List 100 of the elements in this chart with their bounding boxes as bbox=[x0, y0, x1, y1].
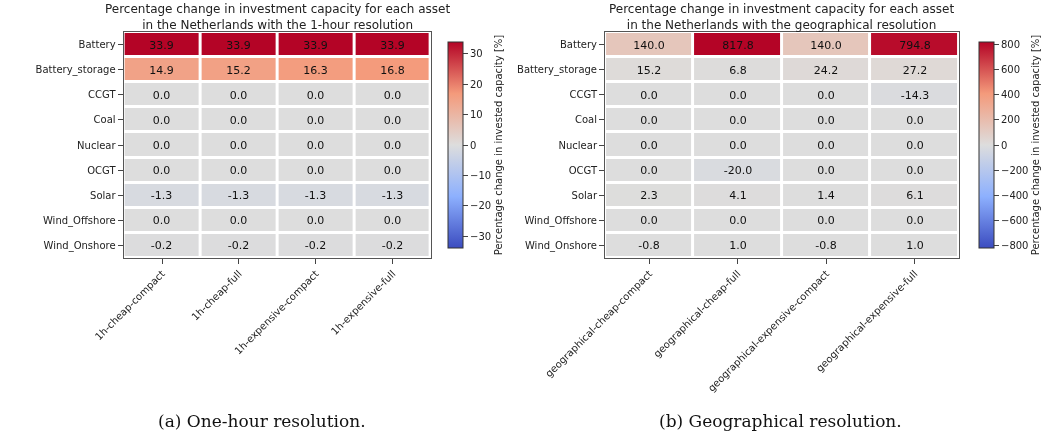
data-label: 0.0 bbox=[817, 213, 835, 227]
color-bar-label: 20 bbox=[470, 78, 483, 90]
color-bar-label: 400 bbox=[1001, 89, 1021, 101]
data-label: 0.0 bbox=[640, 163, 658, 177]
data-label: 15.2 bbox=[636, 63, 662, 77]
data-label: 0.0 bbox=[306, 213, 325, 227]
data-label: 140.0 bbox=[633, 38, 665, 52]
data-label: -1.3 bbox=[304, 188, 327, 202]
data-label: 0.0 bbox=[817, 88, 835, 102]
color-bar-label: 30 bbox=[470, 48, 483, 60]
y-tick-label: Solar bbox=[90, 189, 117, 201]
y-tick-label: CCGT bbox=[569, 89, 598, 101]
y-tick-label: Coal bbox=[93, 114, 116, 126]
data-label: 0.0 bbox=[640, 88, 658, 102]
y-tick-label: Battery bbox=[78, 39, 116, 51]
data-label: 0.0 bbox=[229, 163, 248, 177]
data-label: 0.0 bbox=[229, 113, 248, 127]
y-tick-label: Battery_storage bbox=[517, 64, 598, 77]
data-label: 6.1 bbox=[906, 188, 924, 202]
color-bar-label: 800 bbox=[1001, 38, 1021, 50]
chart-title: Percentage change in investment capacity for each asset in the Netherlands with the geographical resolution bbox=[609, 2, 955, 32]
color-bar-label: −200 bbox=[1001, 164, 1029, 176]
data-label: -0.2 bbox=[150, 238, 173, 252]
data-label: -14.3 bbox=[900, 88, 930, 102]
data-label: -1.3 bbox=[150, 188, 173, 202]
data-label: 0.0 bbox=[906, 213, 924, 227]
data-label: 0.0 bbox=[383, 88, 402, 102]
data-label: 0.0 bbox=[729, 88, 747, 102]
data-label: 16.8 bbox=[380, 63, 405, 77]
y-tick-label: Wind_Offshore bbox=[42, 214, 116, 227]
y-tick-label: Wind_Onshore bbox=[524, 239, 598, 252]
data-label: 0.0 bbox=[817, 138, 835, 152]
color-bar-label: −20 bbox=[470, 200, 492, 212]
data-label: 0.0 bbox=[152, 138, 171, 152]
data-label: 0.0 bbox=[229, 88, 248, 102]
y-tick-label: Nuclear bbox=[77, 139, 117, 151]
data-label: 16.3 bbox=[303, 63, 328, 77]
y-tick-label: Wind_Offshore bbox=[524, 214, 598, 227]
data-label: 15.2 bbox=[226, 63, 251, 77]
data-label: 0.0 bbox=[383, 213, 402, 227]
y-tick-label: OCGT bbox=[568, 164, 598, 176]
color-bar-label: 0 bbox=[470, 139, 477, 151]
color-bar-label: −30 bbox=[470, 230, 492, 242]
data-label: 0.0 bbox=[152, 113, 171, 127]
data-label: -0.2 bbox=[381, 238, 404, 252]
data-label: 0.0 bbox=[383, 163, 402, 177]
y-tick-label: Battery_storage bbox=[35, 64, 116, 77]
color-bar-label: −400 bbox=[1001, 189, 1029, 201]
chart-title: Percentage change in investment capacity for each asset in the Netherlands with the 1-hour resolution bbox=[105, 2, 451, 32]
y-tick-label: Nuclear bbox=[558, 139, 598, 151]
color-bar-label: −800 bbox=[1001, 240, 1029, 252]
y-tick-label: Battery bbox=[560, 39, 598, 51]
data-label: -0.8 bbox=[815, 238, 837, 252]
data-label: -0.8 bbox=[638, 238, 660, 252]
data-label: 0.0 bbox=[729, 138, 747, 152]
data-label: 0.0 bbox=[817, 113, 835, 127]
data-label: -20.0 bbox=[723, 163, 753, 177]
data-label: 24.2 bbox=[813, 63, 839, 77]
data-label: -0.2 bbox=[304, 238, 327, 252]
data-label: 6.8 bbox=[729, 63, 747, 77]
data-label: 0.0 bbox=[229, 138, 248, 152]
data-label: 4.1 bbox=[729, 188, 747, 202]
data-label: 0.0 bbox=[906, 163, 924, 177]
data-label: 0.0 bbox=[906, 113, 924, 127]
y-tick-label: CCGT bbox=[88, 89, 117, 101]
data-label: 140.0 bbox=[810, 38, 842, 52]
data-label: 33.9 bbox=[303, 38, 328, 52]
data-label: 794.8 bbox=[899, 38, 931, 52]
color-bar-label: −600 bbox=[1001, 215, 1029, 227]
data-label: 1.0 bbox=[729, 238, 747, 252]
data-label: 0.0 bbox=[640, 113, 658, 127]
data-label: -0.2 bbox=[227, 238, 250, 252]
y-tick-label: Solar bbox=[571, 189, 598, 201]
data-label: 1.0 bbox=[906, 238, 924, 252]
data-label: 0.0 bbox=[306, 88, 325, 102]
data-label: 0.0 bbox=[152, 88, 171, 102]
data-label: 0.0 bbox=[640, 138, 658, 152]
data-label: 0.0 bbox=[906, 138, 924, 152]
y-tick-label: Wind_Onshore bbox=[43, 239, 116, 252]
color-bar-label: 600 bbox=[1001, 63, 1021, 75]
data-label: 0.0 bbox=[152, 163, 171, 177]
data-label: 0.0 bbox=[306, 138, 325, 152]
color-bar-label: 200 bbox=[1001, 114, 1021, 126]
data-label: 1.4 bbox=[817, 188, 835, 202]
data-label: 0.0 bbox=[152, 213, 171, 227]
data-label: 817.8 bbox=[722, 38, 754, 52]
data-label: 0.0 bbox=[729, 213, 747, 227]
data-label: 33.9 bbox=[380, 38, 405, 52]
data-label: -1.3 bbox=[227, 188, 250, 202]
color-bar-title: Percentage change in invested capacity [%] bbox=[1030, 34, 1042, 256]
color-bar-label: 10 bbox=[470, 109, 483, 121]
text: (a) One-hour resolution. bbox=[158, 411, 366, 431]
color-bar-title: Percentage change in invested capacity [%] bbox=[493, 34, 505, 256]
data-label: 0.0 bbox=[729, 113, 747, 127]
data-label: 0.0 bbox=[817, 163, 835, 177]
data-label: 0.0 bbox=[383, 113, 402, 127]
text: (b) Geographical resolution. bbox=[659, 411, 902, 431]
data-label: -1.3 bbox=[381, 188, 404, 202]
data-label: 0.0 bbox=[640, 213, 658, 227]
data-label: 0.0 bbox=[306, 113, 325, 127]
